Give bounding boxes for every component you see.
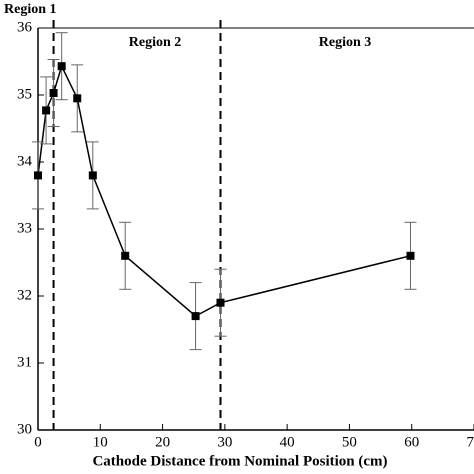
region-label: Region 3 [319,35,372,50]
x-axis-label: Cathode Distance from Nominal Position (… [92,453,387,469]
point [42,106,51,115]
point [73,94,82,103]
x-tick-label: 50 [342,434,357,450]
point [88,171,97,180]
point [49,88,58,97]
region-label: Region 1 [4,2,57,17]
x-tick-label: 0 [34,434,42,450]
x-tick-label: 10 [93,434,108,450]
y-tick-label: 35 [17,86,32,102]
x-tick-label: 40 [280,434,295,450]
y-tick-label: 32 [17,287,32,303]
y-tick-label: 34 [17,153,33,169]
region-label: Region 2 [129,35,182,50]
x-tick-label: 60 [404,434,419,450]
point [34,171,42,180]
point [191,312,200,321]
point [121,251,130,260]
y-tick-label: 36 [17,19,33,35]
y-tick-label: 31 [17,354,32,370]
x-tick-label: 70 [467,434,474,450]
x-tick-label: 30 [217,434,232,450]
point [57,62,66,71]
y-tick-label: 33 [17,220,32,236]
point [406,251,415,260]
point [216,298,225,307]
series-line [37,64,411,318]
x-tick-label: 20 [155,434,170,450]
y-tick-label: 30 [17,421,32,437]
